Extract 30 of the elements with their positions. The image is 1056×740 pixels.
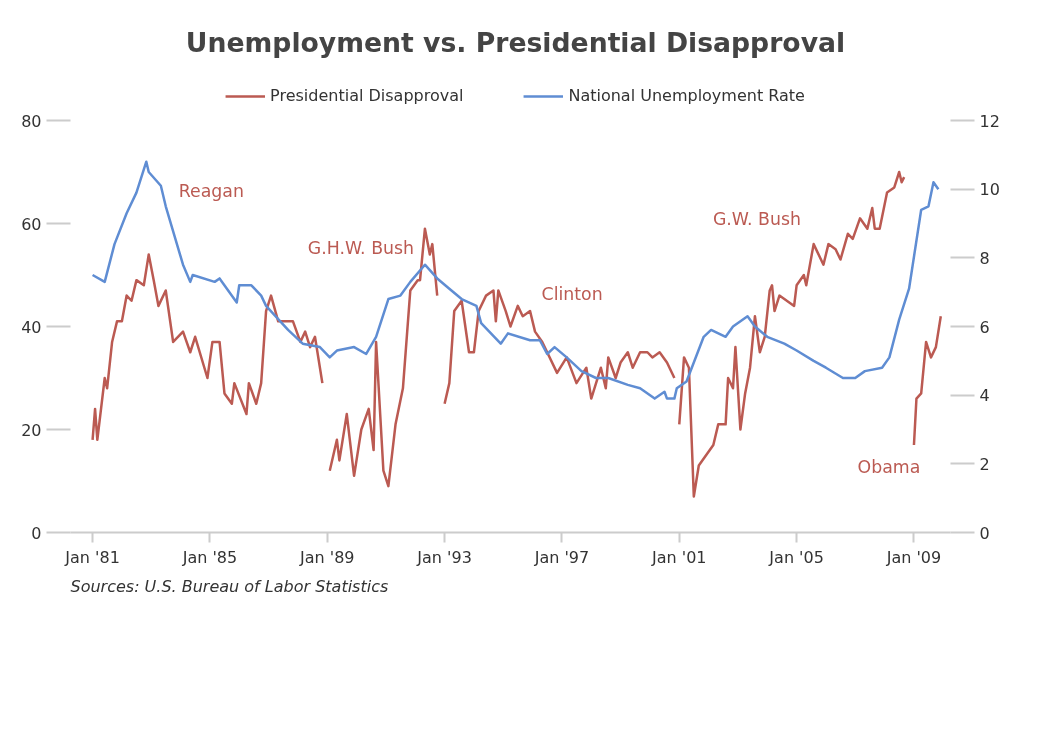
legend-label: National Unemployment Rate — [568, 86, 805, 105]
annotation: G.H.W. Bush — [307, 238, 415, 259]
y2-tick-label: 0 — [979, 523, 990, 543]
y2-tick-label: 12 — [979, 111, 1000, 131]
x-tick-label: Jan '89 — [299, 547, 355, 567]
legend-label: Presidential Disapproval — [270, 86, 464, 105]
x-tick-label: Jan '93 — [416, 547, 472, 567]
x-tick-label: Jan '05 — [768, 547, 824, 567]
annotation: Clinton — [541, 283, 603, 304]
y-tick-label: 0 — [31, 523, 42, 543]
x-tick-label: Jan '81 — [64, 547, 120, 567]
y2-tick-label: 4 — [979, 386, 990, 406]
chart-title: Unemployment vs. Presidential Disapproval — [185, 26, 846, 58]
x-tick-label: Jan '09 — [885, 547, 942, 567]
annotation: Reagan — [178, 180, 244, 201]
line-series — [91, 160, 940, 400]
y-tick-label: 80 — [21, 111, 42, 131]
y2-tick-label: 6 — [979, 317, 990, 337]
y2-tick-label: 2 — [979, 454, 990, 474]
y2-tick-label: 10 — [979, 180, 1000, 200]
source-note: Sources: U.S. Bureau of Labor Statistics — [70, 576, 389, 596]
x-tick-label: Jan '97 — [533, 547, 590, 567]
annotation: Obama — [857, 456, 921, 477]
y-tick-label: 40 — [21, 317, 42, 337]
x-tick-label: Jan '01 — [651, 547, 707, 567]
y-tick-label: 60 — [21, 214, 42, 234]
y-tick-label: 20 — [21, 420, 42, 440]
x-tick-label: Jan '85 — [181, 547, 238, 567]
annotation: G.W. Bush — [712, 209, 801, 230]
y2-tick-label: 8 — [979, 248, 990, 268]
